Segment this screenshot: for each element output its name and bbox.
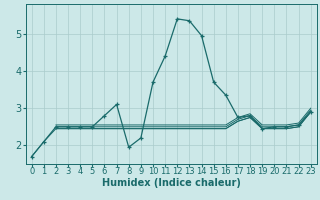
X-axis label: Humidex (Indice chaleur): Humidex (Indice chaleur) [102,178,241,188]
